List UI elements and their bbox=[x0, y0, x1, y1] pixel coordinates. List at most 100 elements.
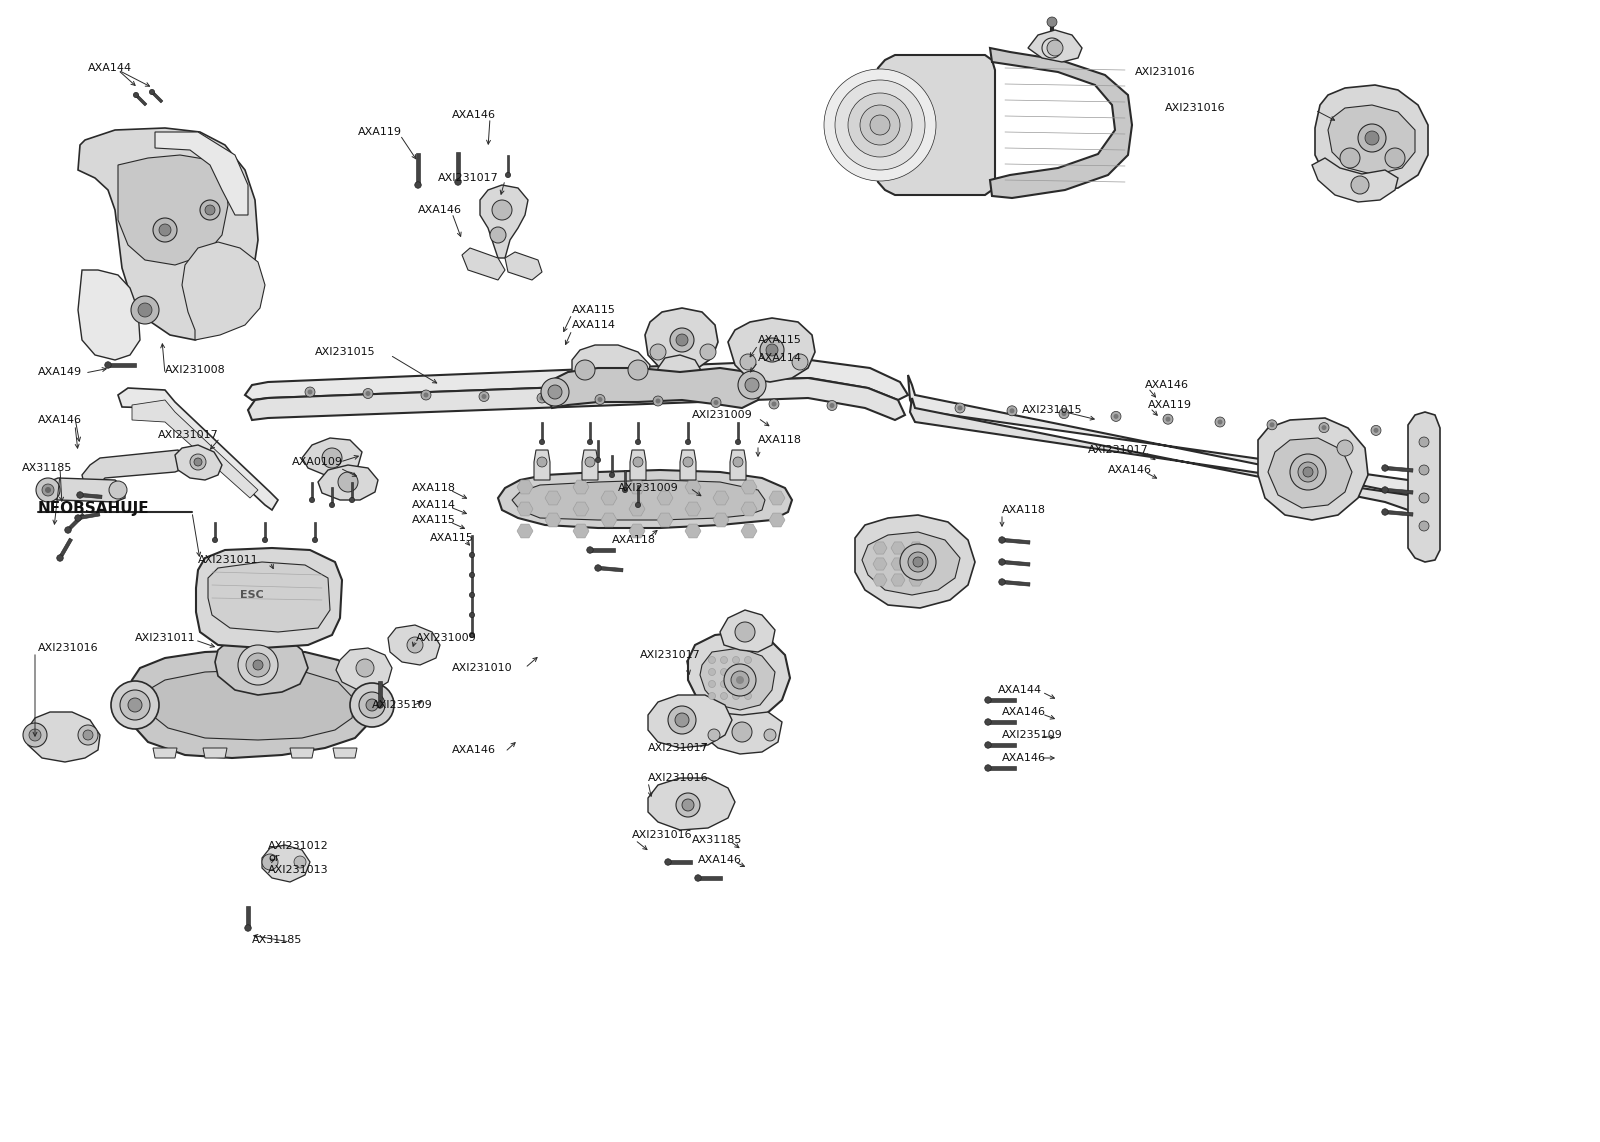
Circle shape bbox=[733, 457, 742, 467]
Polygon shape bbox=[909, 375, 1421, 498]
Polygon shape bbox=[333, 748, 357, 758]
Polygon shape bbox=[685, 480, 701, 494]
Circle shape bbox=[685, 440, 691, 444]
Text: AXI231011: AXI231011 bbox=[198, 555, 259, 565]
Circle shape bbox=[656, 399, 661, 403]
Circle shape bbox=[506, 172, 510, 178]
Circle shape bbox=[133, 93, 139, 97]
Circle shape bbox=[587, 440, 592, 444]
Polygon shape bbox=[1027, 30, 1082, 62]
Circle shape bbox=[733, 681, 739, 687]
Polygon shape bbox=[611, 455, 613, 475]
Polygon shape bbox=[480, 185, 528, 258]
Polygon shape bbox=[741, 480, 757, 494]
Text: AXI231010: AXI231010 bbox=[453, 664, 512, 673]
Text: AX31185: AX31185 bbox=[22, 463, 72, 473]
Text: AXI235109: AXI235109 bbox=[1002, 730, 1062, 740]
Polygon shape bbox=[302, 439, 362, 475]
Circle shape bbox=[733, 692, 739, 700]
Polygon shape bbox=[730, 450, 746, 480]
Text: AXA144: AXA144 bbox=[998, 685, 1042, 695]
Circle shape bbox=[1358, 124, 1386, 152]
Circle shape bbox=[733, 722, 752, 742]
Polygon shape bbox=[462, 248, 506, 280]
Text: AXA119: AXA119 bbox=[358, 127, 402, 137]
Circle shape bbox=[1371, 426, 1381, 435]
Circle shape bbox=[406, 637, 422, 653]
Circle shape bbox=[595, 565, 602, 571]
Circle shape bbox=[955, 403, 965, 413]
Circle shape bbox=[547, 385, 562, 399]
Circle shape bbox=[469, 553, 475, 557]
Polygon shape bbox=[512, 480, 765, 520]
Circle shape bbox=[349, 498, 355, 502]
Polygon shape bbox=[629, 480, 645, 494]
Circle shape bbox=[538, 457, 547, 467]
Circle shape bbox=[1419, 521, 1429, 531]
Circle shape bbox=[78, 725, 98, 745]
Text: AXI231016: AXI231016 bbox=[632, 830, 693, 841]
Circle shape bbox=[469, 612, 475, 618]
Circle shape bbox=[709, 668, 715, 676]
Circle shape bbox=[1419, 493, 1429, 502]
Polygon shape bbox=[891, 574, 906, 586]
Circle shape bbox=[1419, 465, 1429, 475]
Text: AXA149: AXA149 bbox=[38, 367, 82, 377]
Circle shape bbox=[424, 393, 429, 397]
Polygon shape bbox=[1386, 510, 1413, 516]
Text: AXI231015: AXI231015 bbox=[315, 347, 376, 357]
Polygon shape bbox=[546, 513, 562, 526]
Polygon shape bbox=[602, 491, 618, 505]
Circle shape bbox=[587, 547, 594, 553]
Polygon shape bbox=[80, 493, 102, 499]
Polygon shape bbox=[29, 711, 99, 762]
Circle shape bbox=[541, 378, 570, 407]
Polygon shape bbox=[517, 480, 533, 494]
Text: AXI231015: AXI231015 bbox=[1022, 405, 1083, 415]
Circle shape bbox=[1061, 411, 1067, 416]
Polygon shape bbox=[909, 574, 923, 586]
Circle shape bbox=[682, 799, 694, 811]
Circle shape bbox=[595, 394, 605, 404]
Text: AXI231017: AXI231017 bbox=[648, 743, 709, 753]
Circle shape bbox=[253, 660, 262, 670]
Polygon shape bbox=[573, 480, 589, 494]
Circle shape bbox=[83, 730, 93, 740]
Polygon shape bbox=[203, 748, 227, 758]
Polygon shape bbox=[246, 906, 250, 928]
Circle shape bbox=[22, 723, 46, 747]
Polygon shape bbox=[1258, 418, 1368, 520]
Circle shape bbox=[899, 544, 936, 580]
Polygon shape bbox=[131, 400, 258, 498]
Circle shape bbox=[77, 492, 83, 498]
Polygon shape bbox=[573, 524, 589, 538]
Polygon shape bbox=[874, 542, 886, 554]
Circle shape bbox=[998, 579, 1005, 585]
Text: AXA146: AXA146 bbox=[1146, 380, 1189, 391]
Polygon shape bbox=[854, 515, 974, 608]
Circle shape bbox=[128, 698, 142, 711]
Circle shape bbox=[109, 481, 126, 499]
Circle shape bbox=[1419, 437, 1429, 447]
Circle shape bbox=[635, 440, 640, 444]
Polygon shape bbox=[714, 491, 730, 505]
Circle shape bbox=[622, 488, 627, 492]
Polygon shape bbox=[1002, 538, 1030, 545]
Circle shape bbox=[683, 457, 693, 467]
Circle shape bbox=[45, 486, 51, 493]
Circle shape bbox=[675, 333, 688, 346]
Circle shape bbox=[1373, 428, 1379, 433]
Circle shape bbox=[1338, 440, 1354, 456]
Polygon shape bbox=[134, 94, 147, 106]
Circle shape bbox=[957, 405, 963, 410]
Circle shape bbox=[469, 572, 475, 578]
Circle shape bbox=[1298, 463, 1318, 482]
Polygon shape bbox=[350, 482, 354, 500]
Circle shape bbox=[104, 362, 112, 368]
Polygon shape bbox=[874, 558, 886, 570]
Circle shape bbox=[1010, 409, 1014, 413]
Circle shape bbox=[376, 701, 384, 708]
Circle shape bbox=[56, 555, 64, 561]
Polygon shape bbox=[685, 502, 701, 516]
Text: AXI231017: AXI231017 bbox=[640, 650, 701, 660]
